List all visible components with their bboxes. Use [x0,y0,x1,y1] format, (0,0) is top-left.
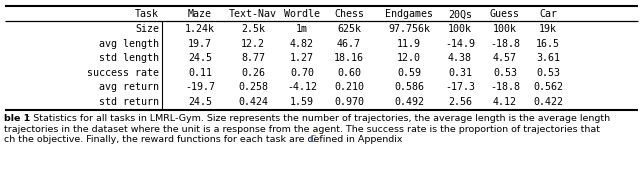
Text: -18.8: -18.8 [490,82,520,92]
Text: Maze: Maze [188,9,212,19]
Text: 0.60: 0.60 [337,68,361,78]
Text: std length: std length [99,53,159,63]
Text: -19.7: -19.7 [185,82,215,92]
Text: 1.59: 1.59 [290,97,314,107]
Text: std return: std return [99,97,159,107]
Text: 0.53: 0.53 [536,68,560,78]
Text: 19k: 19k [539,24,557,34]
Text: 1.27: 1.27 [290,53,314,63]
Text: 100k: 100k [493,24,517,34]
Text: 8.77: 8.77 [241,53,265,63]
Text: 19.7: 19.7 [188,39,212,49]
Text: 0.31: 0.31 [448,68,472,78]
Text: 46.7: 46.7 [337,39,361,49]
Text: : Statistics for all tasks in LMRL-Gym. Size represents the number of trajectori: : Statistics for all tasks in LMRL-Gym. … [27,114,610,123]
Text: avg length: avg length [99,39,159,49]
Text: 0.11: 0.11 [188,68,212,78]
Text: 0.422: 0.422 [533,97,563,107]
Text: Guess: Guess [490,9,520,19]
Text: C: C [309,135,316,144]
Text: 4.82: 4.82 [290,39,314,49]
Text: 3.61: 3.61 [536,53,560,63]
Text: 0.59: 0.59 [397,68,421,78]
Text: 24.5: 24.5 [188,97,212,107]
Text: Wordle: Wordle [284,9,320,19]
Text: -17.3: -17.3 [445,82,475,92]
Text: 0.586: 0.586 [394,82,424,92]
Text: 0.26: 0.26 [241,68,265,78]
Text: 18.16: 18.16 [334,53,364,63]
Text: 100k: 100k [448,24,472,34]
Text: Endgames: Endgames [385,9,433,19]
Text: 0.53: 0.53 [493,68,517,78]
Text: 0.970: 0.970 [334,97,364,107]
Text: Task: Task [135,9,159,19]
Text: Chess: Chess [334,9,364,19]
Text: Car: Car [539,9,557,19]
Text: 11.9: 11.9 [397,39,421,49]
Text: 4.12: 4.12 [493,97,517,107]
Text: ble 1: ble 1 [4,114,30,123]
Text: 0.258: 0.258 [238,82,268,92]
Text: 2.5k: 2.5k [241,24,265,34]
Text: 0.210: 0.210 [334,82,364,92]
Text: 20Qs: 20Qs [448,9,472,19]
Text: -4.12: -4.12 [287,82,317,92]
Text: ch the objective. Finally, the reward functions for each task are defined in App: ch the objective. Finally, the reward fu… [4,135,406,144]
Text: 16.5: 16.5 [536,39,560,49]
Text: -18.8: -18.8 [490,39,520,49]
Text: 1.24k: 1.24k [185,24,215,34]
Text: success rate: success rate [87,68,159,78]
Text: 4.38: 4.38 [448,53,472,63]
Text: 2.56: 2.56 [448,97,472,107]
Text: 12.0: 12.0 [397,53,421,63]
Text: avg return: avg return [99,82,159,92]
Text: 24.5: 24.5 [188,53,212,63]
Text: 0.70: 0.70 [290,68,314,78]
Text: trajectories in the dataset where the unit is a response from the agent. The suc: trajectories in the dataset where the un… [4,125,600,134]
Text: 625k: 625k [337,24,361,34]
Text: 0.492: 0.492 [394,97,424,107]
Text: 4.57: 4.57 [493,53,517,63]
Text: Size: Size [135,24,159,34]
Text: 12.2: 12.2 [241,39,265,49]
Text: 1m: 1m [296,24,308,34]
Text: 97.756k: 97.756k [388,24,430,34]
Text: 0.424: 0.424 [238,97,268,107]
Text: 0.562: 0.562 [533,82,563,92]
Text: Text-Nav: Text-Nav [229,9,277,19]
Text: -14.9: -14.9 [445,39,475,49]
